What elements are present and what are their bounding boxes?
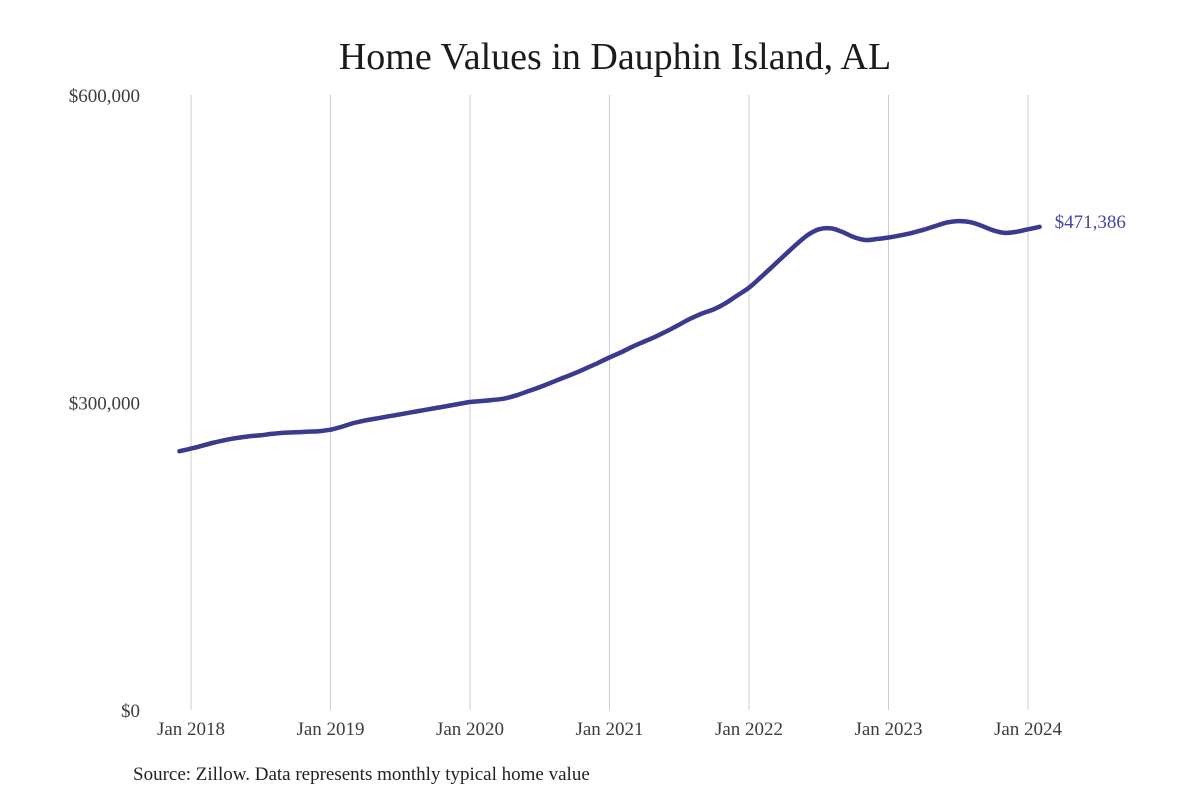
chart-title: Home Values in Dauphin Island, AL <box>339 36 891 78</box>
x-axis-tick-label: Jan 2020 <box>436 719 504 740</box>
x-axis-tick-label: Jan 2023 <box>854 719 922 740</box>
y-axis-tick-labels: $0 $300,000 $600,000 <box>69 86 140 722</box>
y-axis-tick-label: $0 <box>121 701 140 722</box>
gridlines <box>190 95 1029 710</box>
x-axis-tick-label: Jan 2024 <box>994 719 1063 740</box>
x-axis-tick-label: Jan 2021 <box>575 719 643 740</box>
x-axis-tick-label: Jan 2022 <box>715 719 783 740</box>
end-value-label: $471,386 <box>1055 212 1126 233</box>
value-line <box>177 218 1042 454</box>
source-note: Source: Zillow. Data represents monthly … <box>133 764 590 785</box>
x-axis-tick-label: Jan 2019 <box>296 719 364 740</box>
x-axis-tick-label: Jan 2018 <box>157 719 225 740</box>
y-axis-tick-label: $300,000 <box>69 394 140 415</box>
y-axis-tick-label: $600,000 <box>69 86 140 107</box>
x-axis-tick-labels: Jan 2018 Jan 2019 Jan 2020 Jan 2021 Jan 2022… <box>157 719 1063 740</box>
